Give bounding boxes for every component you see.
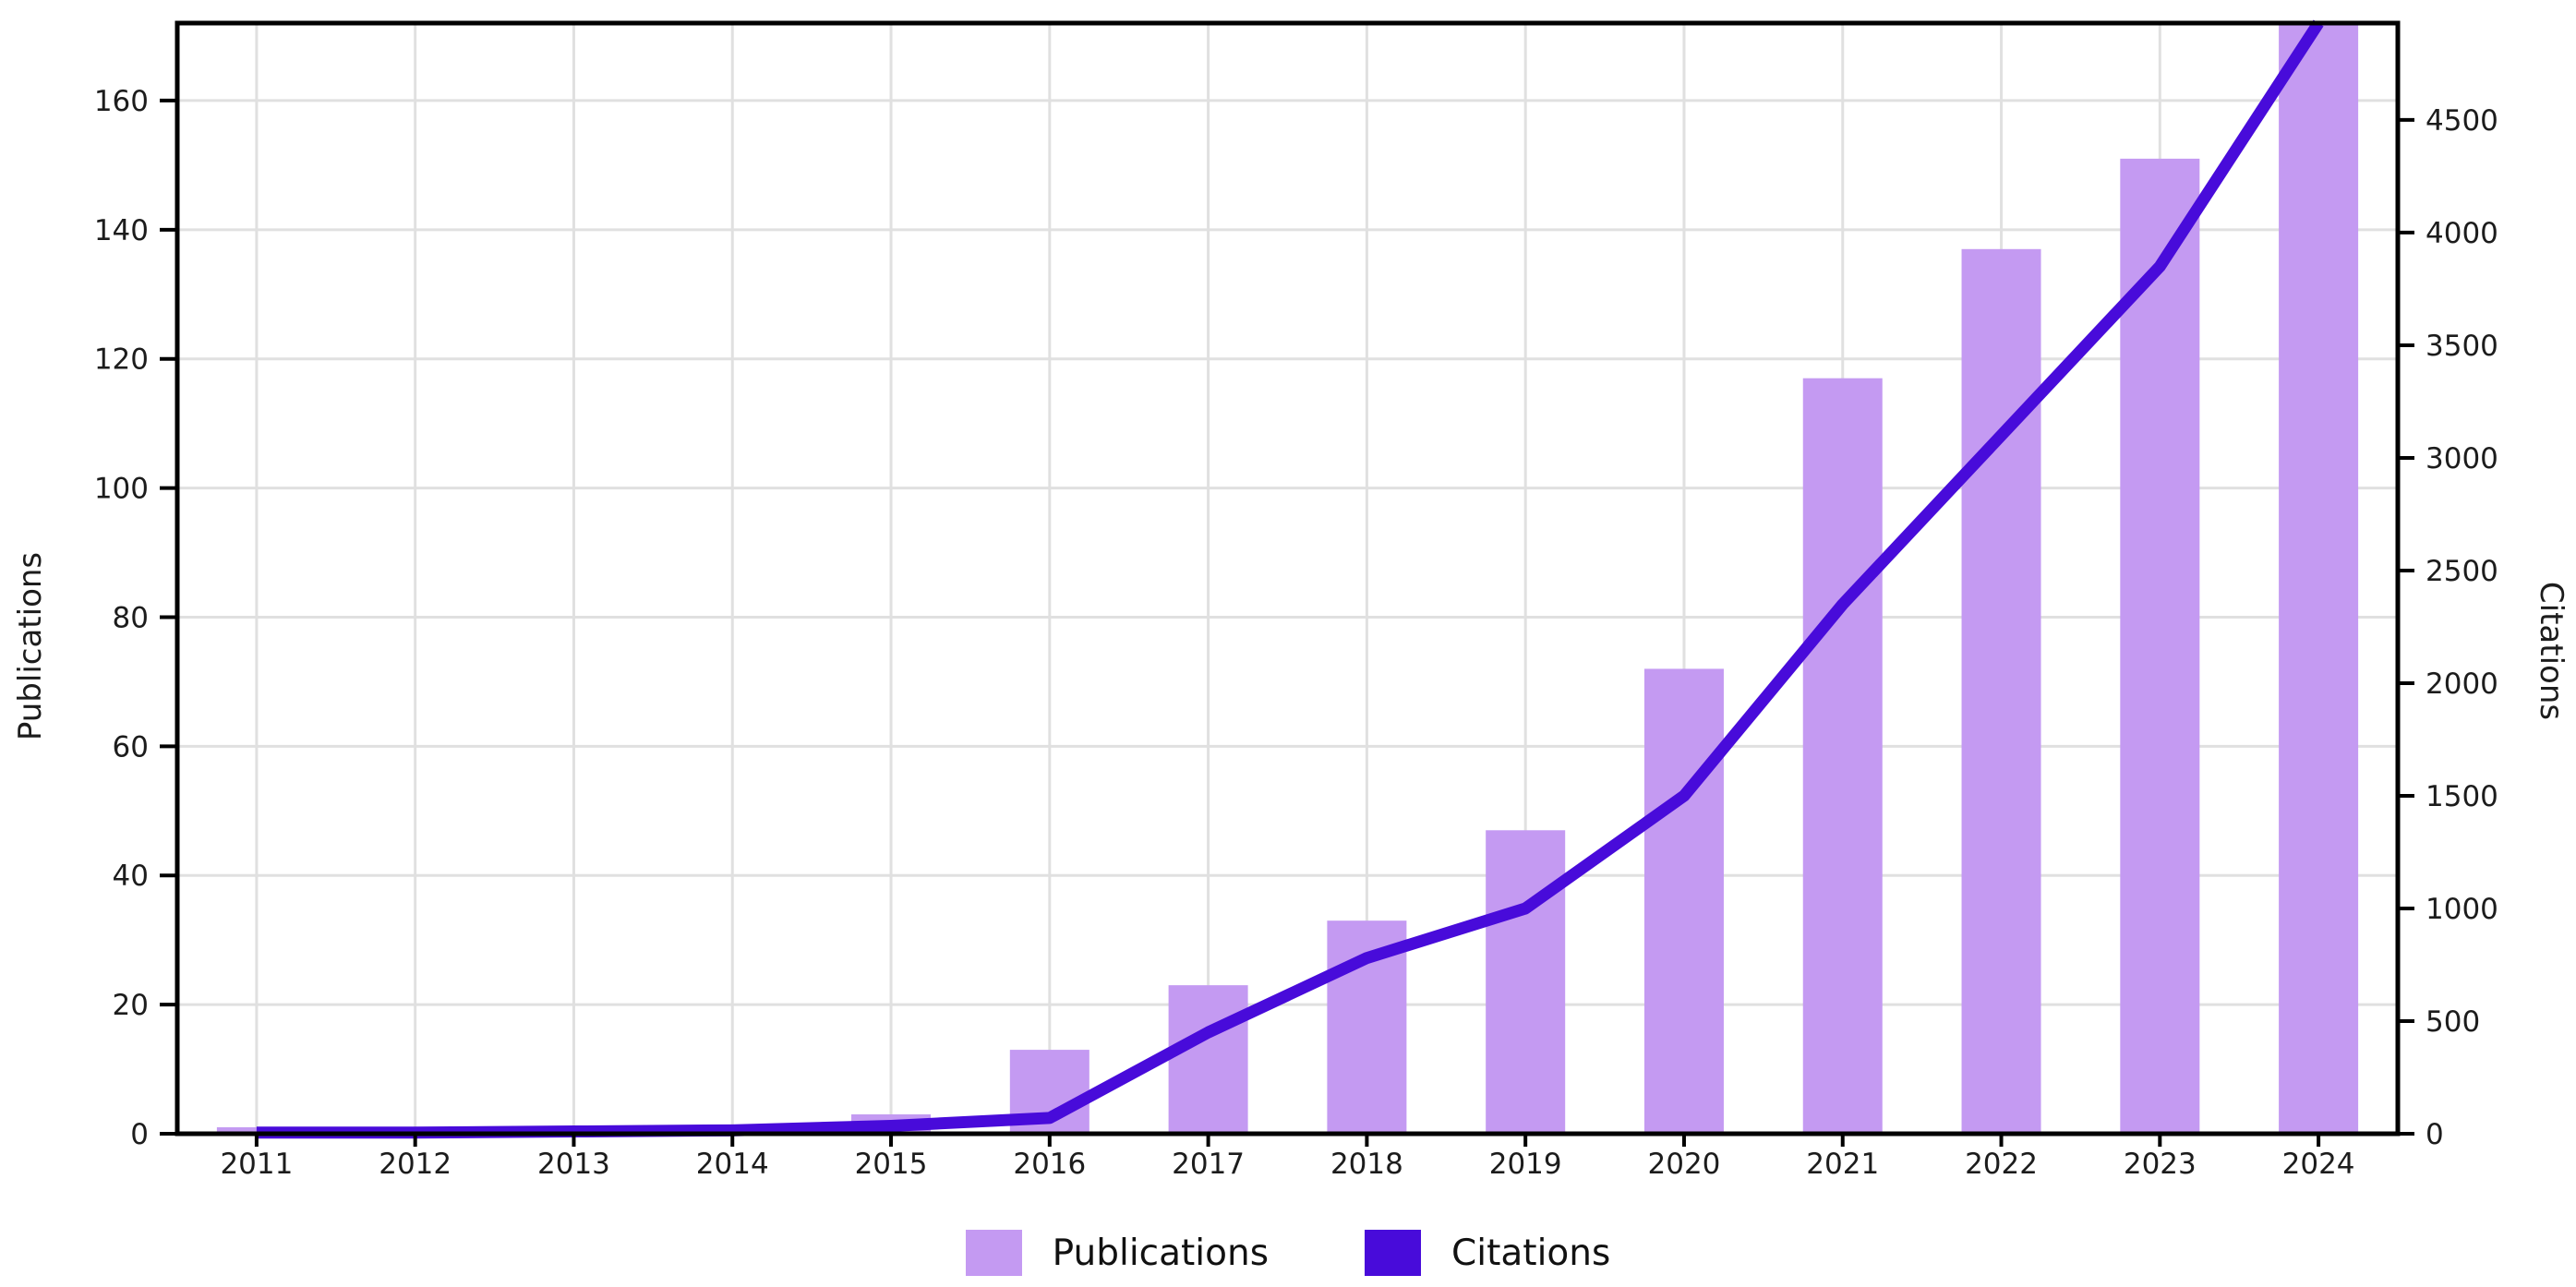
bar-2017	[1168, 985, 1248, 1134]
right-tick-label: 3500	[2426, 330, 2498, 363]
left-tick-label: 40	[113, 860, 149, 893]
right-tick-label: 2500	[2426, 555, 2498, 588]
x-tick-label: 2024	[2282, 1148, 2355, 1181]
left-tick-label: 80	[113, 601, 149, 634]
left-tick-label: 20	[113, 989, 149, 1022]
x-tick-label: 2012	[379, 1148, 451, 1181]
left-tick-label: 120	[94, 343, 149, 377]
legend-item-publications: Publications	[965, 1230, 1270, 1276]
plot-border	[175, 20, 2401, 1137]
bar-2023	[2120, 158, 2200, 1134]
right-tick-label: 0	[2426, 1118, 2444, 1151]
bar-2019	[1486, 830, 1566, 1134]
legend-item-citations: Citations	[1365, 1230, 1610, 1276]
left-tick-label: 0	[130, 1118, 149, 1151]
right-tick-label: 3000	[2426, 442, 2498, 475]
x-tick-label: 2011	[220, 1148, 293, 1181]
x-tick-label: 2013	[537, 1148, 610, 1181]
bar-2022	[1961, 248, 2041, 1134]
left-axis-title: Publications	[12, 551, 49, 741]
bar-2021	[1802, 378, 1883, 1134]
right-tick-label: 4000	[2426, 217, 2498, 250]
publications-swatch-icon	[965, 1230, 1022, 1276]
bar-2024	[2279, 23, 2359, 1134]
right-tick-label: 1000	[2426, 893, 2498, 926]
citations-swatch-icon	[1365, 1230, 1422, 1276]
legend-label-citations: Citations	[1451, 1232, 1611, 1274]
right-tick-label: 1500	[2426, 780, 2498, 813]
left-tick-label: 60	[113, 730, 149, 764]
x-tick-label: 2022	[1965, 1148, 2038, 1181]
bar-2020	[1643, 668, 1724, 1134]
x-tick-label: 2015	[855, 1148, 928, 1181]
x-tick-label: 2018	[1330, 1148, 1403, 1181]
x-tick-label: 2021	[1806, 1148, 1879, 1181]
x-tick-label: 2017	[1172, 1148, 1245, 1181]
right-tick-label: 4500	[2426, 104, 2498, 138]
right-tick-label: 2000	[2426, 668, 2498, 701]
x-tick-label: 2016	[1013, 1148, 1086, 1181]
x-tick-label: 2023	[2124, 1148, 2197, 1181]
right-tick-label: 500	[2426, 1005, 2480, 1039]
left-tick-label: 160	[94, 85, 149, 118]
x-tick-label: 2020	[1648, 1148, 1721, 1181]
x-tick-label: 2019	[1489, 1148, 1562, 1181]
x-tick-label: 2014	[696, 1148, 769, 1181]
left-tick-label: 140	[94, 214, 149, 247]
left-tick-label: 100	[94, 473, 149, 506]
legend: Publications Citations	[0, 1230, 2576, 1276]
right-axis-title: Citations	[2533, 581, 2570, 721]
citations-line	[256, 19, 2324, 1139]
legend-label-publications: Publications	[1052, 1232, 1270, 1274]
